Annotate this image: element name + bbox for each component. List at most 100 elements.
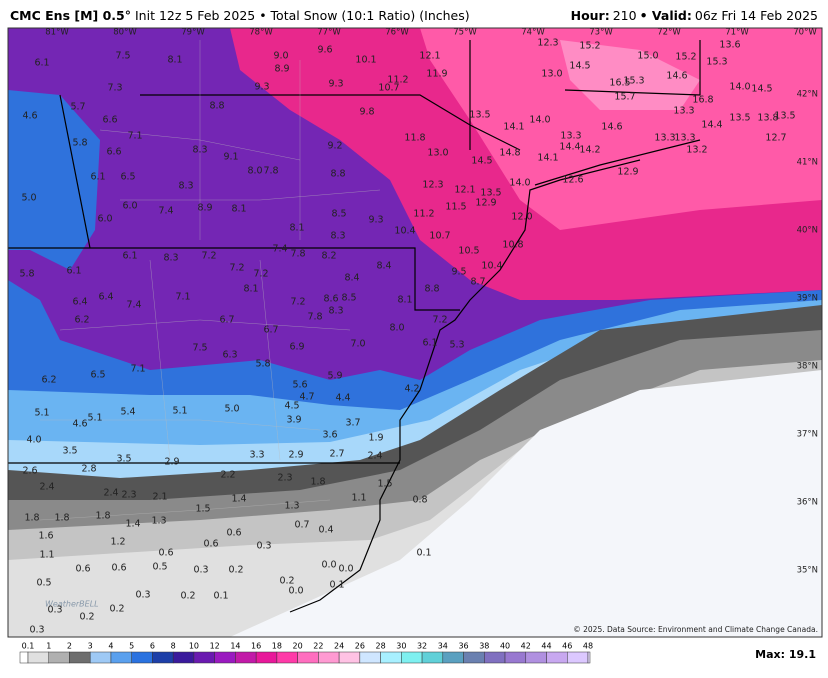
- snow-value: 16.5: [609, 78, 630, 89]
- snow-value: 8.0: [389, 323, 404, 334]
- snow-value: 12.0: [511, 212, 532, 223]
- snow-value: 4.6: [72, 419, 87, 430]
- snow-value: 0.3: [256, 541, 271, 552]
- snow-value: 4.0: [26, 435, 41, 446]
- snow-value: 8.8: [330, 169, 345, 180]
- snow-value: 7.8: [263, 166, 278, 177]
- title: Init 12z 5 Feb 2025 • Total Snow (10:1 R…: [135, 8, 470, 23]
- snow-value: 5.7: [70, 102, 85, 113]
- snow-value: 6.3: [222, 350, 237, 361]
- snow-value: 2.1: [152, 492, 167, 503]
- snow-value: 7.0: [350, 339, 365, 350]
- snow-value: 14.4: [559, 142, 580, 153]
- colorbar-tick: 34: [438, 642, 448, 651]
- snow-value: 4.7: [299, 392, 314, 403]
- colorbar-swatch: [442, 651, 464, 664]
- colorbar-tick: 16: [251, 642, 261, 651]
- snow-value: 12.1: [419, 51, 440, 62]
- snow-value: 8.3: [163, 253, 178, 264]
- colorbar-swatch: [255, 651, 278, 664]
- lon-label: 76°W: [385, 28, 409, 38]
- snow-value: 10.7: [378, 83, 399, 94]
- lat-label: 38°N: [797, 362, 818, 372]
- snow-value: 10.4: [481, 261, 502, 272]
- snow-value: 14.8: [499, 148, 520, 159]
- colorbar-swatch: [401, 651, 423, 664]
- snow-value: 0.0: [288, 586, 303, 597]
- snow-value: 0.0: [338, 564, 353, 575]
- snow-value: 3.5: [116, 454, 131, 465]
- snow-value: 6.1: [34, 58, 49, 69]
- colorbar-tick: 6: [150, 642, 155, 651]
- snow-value: 14.2: [579, 145, 600, 156]
- lon-label: 72°W: [657, 28, 681, 38]
- snow-value: 13.0: [427, 148, 448, 159]
- snow-value: 2.3: [277, 473, 292, 484]
- snow-value: 11.8: [404, 133, 425, 144]
- ocean: [230, 370, 822, 637]
- snow-value: 8.5: [331, 209, 346, 220]
- snow-value: 1.8: [310, 477, 325, 488]
- snow-value: 4.2: [404, 384, 419, 395]
- snow-value: 15.3: [623, 76, 644, 87]
- colorbar-swatch: [421, 651, 444, 664]
- snow-value: 0.1: [416, 548, 431, 559]
- colorbar-swatch: [27, 651, 49, 664]
- snow-value: 8.5: [341, 293, 356, 304]
- snow-value: 14.0: [529, 115, 550, 126]
- snow-value: 13.8: [757, 113, 778, 124]
- colorbar-tick: 36: [458, 642, 468, 651]
- snow-value: 6.1: [90, 172, 105, 183]
- colorbar-tick: 44: [541, 642, 551, 651]
- colorbar-last: [587, 651, 591, 664]
- snow-value: 12.6: [562, 175, 583, 186]
- colorbar-swatch: [484, 651, 506, 664]
- snow-value: 2.9: [288, 450, 303, 461]
- snow-value: 2.6: [22, 466, 37, 477]
- snow-value: 1.3: [151, 516, 166, 527]
- snow-value: 7.8: [307, 312, 322, 323]
- snow-value: 5.8: [255, 359, 270, 370]
- snow-value: 7.8: [290, 249, 305, 260]
- colorbar-swatch: [172, 651, 195, 664]
- snow-value: 13.5: [774, 111, 795, 122]
- snow-value: 13.3: [674, 133, 695, 144]
- snow-value: 1.8: [24, 513, 39, 524]
- snow-value: 12.3: [537, 38, 558, 49]
- colorbar-tick: 3: [88, 642, 93, 651]
- snow-value: 8.4: [344, 273, 359, 284]
- shade: [420, 28, 822, 230]
- snow-value: 14.6: [601, 122, 622, 133]
- colorbar-swatch: [567, 651, 589, 664]
- snow-value: 6.2: [41, 375, 56, 386]
- snow-value: 0.3: [47, 605, 62, 616]
- snow-value: 0.6: [75, 564, 90, 575]
- colorbar-tick: 28: [375, 642, 385, 651]
- snow-value: 7.4: [272, 244, 287, 255]
- snow-value: 6.1: [422, 338, 437, 349]
- snow-value: 11.9: [426, 69, 447, 80]
- snow-value: 10.7: [429, 231, 450, 242]
- snow-value: 8.8: [424, 284, 439, 295]
- colorbar-tick: 5: [129, 642, 134, 651]
- snow-value: 4.5: [284, 401, 299, 412]
- colorbar-swatch: [110, 651, 132, 664]
- snow-value: 3.9: [286, 415, 301, 426]
- snow-value: 7.1: [175, 292, 190, 303]
- snow-value: 8.1: [167, 55, 182, 66]
- colorbar-swatch: [463, 651, 485, 664]
- snow-value: 15.3: [706, 57, 727, 68]
- header-valid: Hour: 210 • Valid: 06z Fri 14 Feb 2025: [571, 8, 818, 23]
- snow-value: 7.1: [130, 364, 145, 375]
- snow-value: 12.1: [454, 185, 475, 196]
- colorbar-tick: 32: [417, 642, 427, 651]
- snow-value: 8.0: [247, 166, 262, 177]
- snow-value: 13.3: [673, 106, 694, 117]
- snow-value: 1.8: [95, 511, 110, 522]
- snow-value: 9.8: [359, 107, 374, 118]
- snow-value: 12.3: [422, 180, 443, 191]
- snow-value: 0.6: [203, 539, 218, 550]
- snow-value: 6.1: [66, 266, 81, 277]
- snow-value: 8.3: [192, 145, 207, 156]
- colorbar-swatch: [235, 651, 257, 664]
